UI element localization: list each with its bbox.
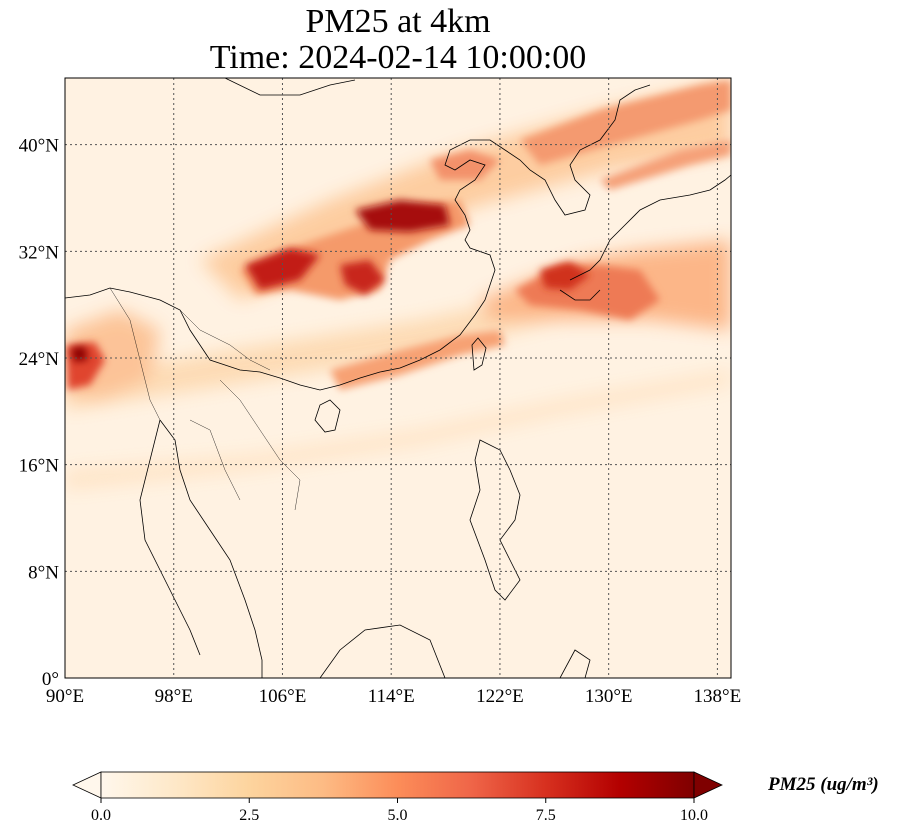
longitude-labels: 90°E 98°E 106°E 114°E 122°E 130°E 138°E [46,686,741,707]
indochina-coast [159,419,263,678]
map-title-line2: Time: 2024-02-14 10:00:00 [209,39,587,76]
colorbar-tick-label: 7.5 [536,807,556,824]
latitude-tick-label: 40°N [19,136,60,157]
longitude-tick-label: 114°E [368,686,415,707]
longitude-tick-label: 122°E [476,686,524,707]
longitude-tick-label: 138°E [694,686,742,707]
colorbar-tick-label: 5.0 [388,807,408,824]
colorbar-max-extend [693,771,723,799]
gridlines [65,78,731,678]
longitude-tick-label: 98°E [155,686,193,707]
coastlines [65,78,731,678]
japan-core [540,262,590,290]
coastal-plume [330,330,505,390]
colorbar-min-extend [72,771,102,799]
latitude-tick-label: 0° [42,669,59,690]
latitude-tick-label: 8°N [28,562,59,583]
latitude-tick-label: 16°N [19,456,60,477]
longitude-tick-label: 90°E [46,686,84,707]
northeast-streak [520,80,731,165]
latitude-tick-label: 24°N [19,349,60,370]
central-core [340,260,385,295]
philippines-coast [469,439,521,601]
tropical-band [65,370,731,490]
longitude-tick-label: 130°E [585,686,633,707]
colorbar-tick-label: 10.0 [680,807,708,824]
borneo-coast [319,624,446,678]
colorbar-label: PM25 (ug/m³) [768,774,879,795]
colorbar-ticks: 0.0 2.5 5.0 7.5 10.0 [91,798,708,824]
colorbar: 0.0 2.5 5.0 7.5 10.0 [72,771,723,824]
longitude-tick-label: 106°E [259,686,307,707]
taiwan-coast [471,337,487,371]
colorbar-tick-label: 2.5 [239,807,259,824]
hainan-coast [314,399,341,433]
country-borders [109,287,301,511]
map-frame [64,77,732,679]
latitude-labels: 0° 8°N 16°N 24°N 32°N 40°N [19,136,60,690]
latitude-tick-label: 32°N [19,242,60,263]
north-china-core [355,200,450,232]
japan-coast [569,174,731,281]
sea-streak [600,140,731,190]
colorbar-tick-label: 0.0 [91,807,111,824]
myanmar-core [71,346,88,362]
colorbar-gradient [100,771,695,799]
map-title-line1: PM25 at 4km [305,3,491,40]
pm25-field [65,78,731,678]
